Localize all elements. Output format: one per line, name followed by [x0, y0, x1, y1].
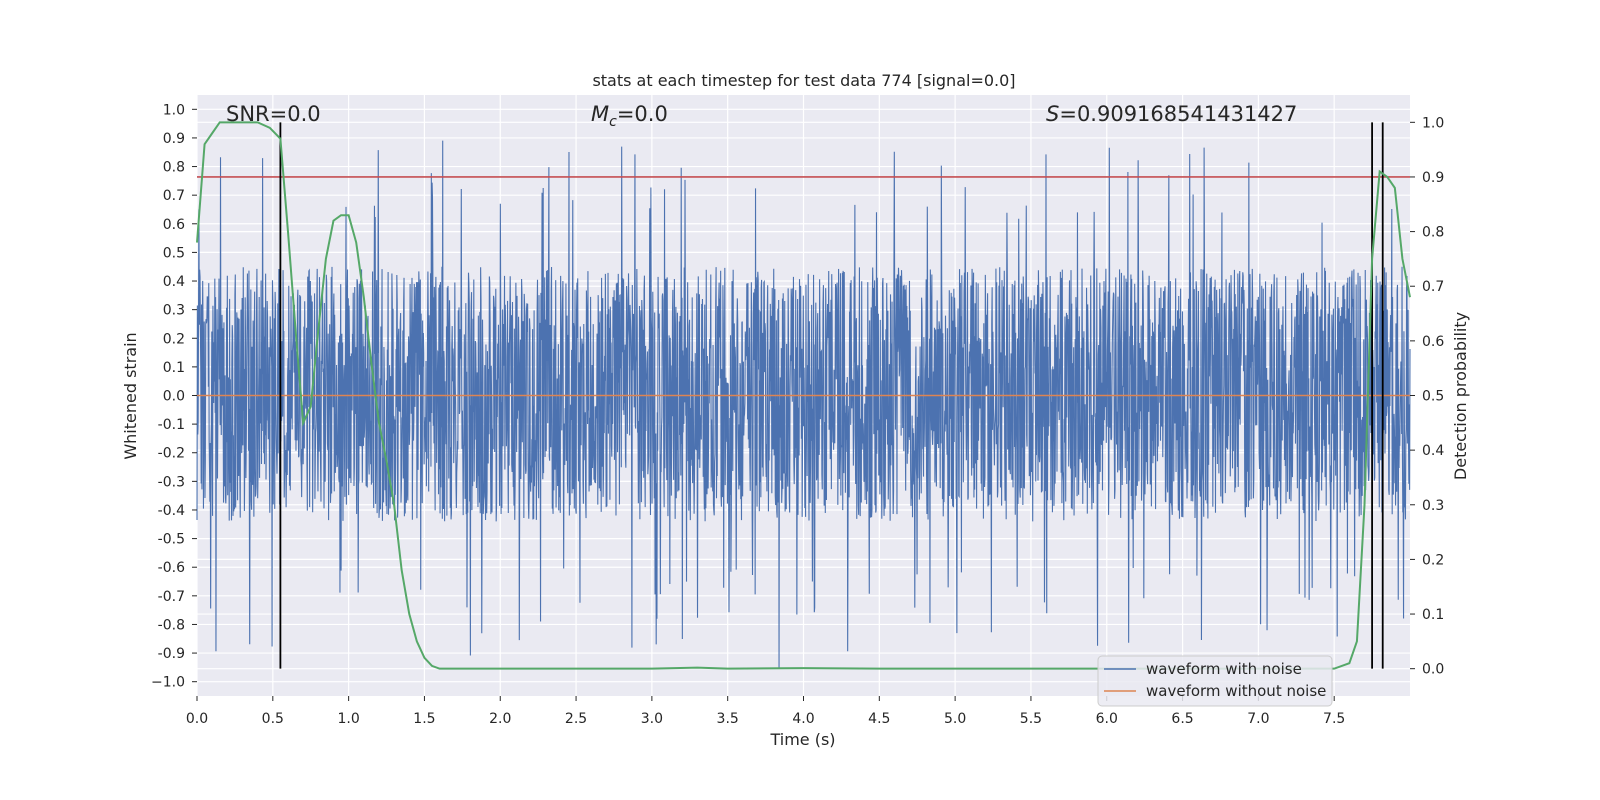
x-tick-label-3: 1.5 — [413, 711, 435, 727]
overlays — [196, 121, 1411, 670]
chirp-mass-symbol: M — [591, 102, 609, 126]
y-tick-label-5: 0.5 — [163, 245, 185, 261]
y2-axis: 1.0 0.9 0.8 0.7 0.6 0.5 0.4 0.3 0.2 0.1 0.0 — [1410, 115, 1444, 678]
y-tick-label-19: -0.9 — [158, 646, 185, 662]
x-tick-label-8: 4.0 — [792, 711, 814, 727]
y-tick-label-13: -0.3 — [158, 474, 185, 490]
score-annotation: S=0.909168541431427 — [1046, 102, 1297, 126]
y2-tick-label-4: 0.6 — [1422, 334, 1444, 350]
y-tick-label-11: -0.1 — [158, 417, 185, 433]
y-axis: 1.0 0.9 0.8 0.7 0.6 0.5 0.4 0.3 0.2 0.1 0.0 -0.1 -0.… — [151, 102, 197, 691]
legend: waveform with noise waveform without noi… — [1097, 655, 1333, 707]
x-tick-label-0: 0.0 — [186, 711, 208, 727]
x-tick-label-15: 7.5 — [1323, 711, 1345, 727]
score-value: =0.909168541431427 — [1059, 102, 1297, 126]
x-tick-label-13: 6.5 — [1171, 711, 1193, 727]
y-tick-label-15: -0.5 — [158, 532, 185, 548]
y-tick-label-14: -0.4 — [158, 503, 185, 519]
y2-tick-label-5: 0.5 — [1422, 389, 1444, 405]
chirp-mass-value: =0.0 — [617, 102, 668, 126]
x-axis-label: Time (s) — [769, 730, 835, 749]
legend-box — [1097, 655, 1333, 707]
y-tick-label-17: -0.7 — [158, 589, 185, 605]
chirp-mass-annotation: Mc=0.0 — [591, 102, 668, 130]
y-tick-label-3: 0.7 — [163, 188, 185, 204]
y-tick-label-16: -0.6 — [158, 560, 185, 576]
y2-axis-label: Detection probability — [1451, 312, 1470, 480]
snr-annotation: SNR=0.0 — [226, 102, 321, 126]
y-tick-label-6: 0.4 — [163, 274, 185, 290]
y-tick-label-12: -0.2 — [158, 446, 185, 462]
x-tick-label-2: 1.0 — [337, 711, 359, 727]
y2-tick-label-0: 1.0 — [1422, 115, 1444, 131]
y2-tick-label-9: 0.1 — [1422, 607, 1444, 623]
y-tick-label-2: 0.8 — [163, 160, 185, 176]
y-tick-label-4: 0.6 — [163, 217, 185, 233]
x-tick-label-11: 5.5 — [1020, 711, 1042, 727]
y2-tick-label-2: 0.8 — [1422, 225, 1444, 241]
y-tick-label-1: 0.9 — [163, 131, 185, 147]
x-tick-label-14: 7.0 — [1247, 711, 1269, 727]
y2-tick-label-1: 0.9 — [1422, 170, 1444, 186]
waveform-with-noise-series — [196, 140, 1411, 669]
y-axis-label: Whitened strain — [121, 332, 140, 459]
y-tick-label-0: 1.0 — [163, 102, 185, 118]
x-tick-label-7: 3.5 — [717, 711, 739, 727]
y2-tick-label-10: 0.0 — [1422, 662, 1444, 678]
y2-tick-label-8: 0.2 — [1422, 552, 1444, 568]
x-tick-label-1: 0.5 — [262, 711, 284, 727]
y-tick-label-10: 0.0 — [163, 389, 185, 405]
y-tick-label-8: 0.2 — [163, 331, 185, 347]
x-tick-label-4: 2.0 — [489, 711, 511, 727]
x-tick-label-10: 5.0 — [944, 711, 966, 727]
detection-probability-line — [196, 121, 1411, 670]
x-axis: 0.0 0.5 1.0 1.5 2.0 2.5 3.0 3.5 4.0 4.5 5.0 5.5 6.0 6… — [186, 696, 1345, 727]
score-symbol: S — [1046, 102, 1059, 126]
y-tick-label-18: -0.8 — [158, 617, 185, 633]
chart-title: stats at each timestep for test data 774… — [592, 71, 1015, 90]
legend-label-noise: waveform with noise — [1146, 660, 1302, 678]
y2-tick-label-6: 0.4 — [1422, 443, 1444, 459]
y-tick-label-9: 0.1 — [163, 360, 185, 376]
x-tick-label-9: 4.5 — [868, 711, 890, 727]
y2-tick-label-3: 0.7 — [1422, 279, 1444, 295]
noise-line — [196, 140, 1411, 669]
x-tick-label-5: 2.5 — [565, 711, 587, 727]
y2-tick-label-7: 0.3 — [1422, 498, 1444, 514]
y-tick-label-20: −1.0 — [151, 675, 185, 691]
y-tick-label-7: 0.3 — [163, 303, 185, 319]
x-tick-label-12: 6.0 — [1096, 711, 1118, 727]
x-tick-label-6: 3.0 — [641, 711, 663, 727]
legend-label-clean: waveform without noise — [1146, 682, 1326, 700]
chirp-mass-subscript: c — [609, 114, 617, 130]
